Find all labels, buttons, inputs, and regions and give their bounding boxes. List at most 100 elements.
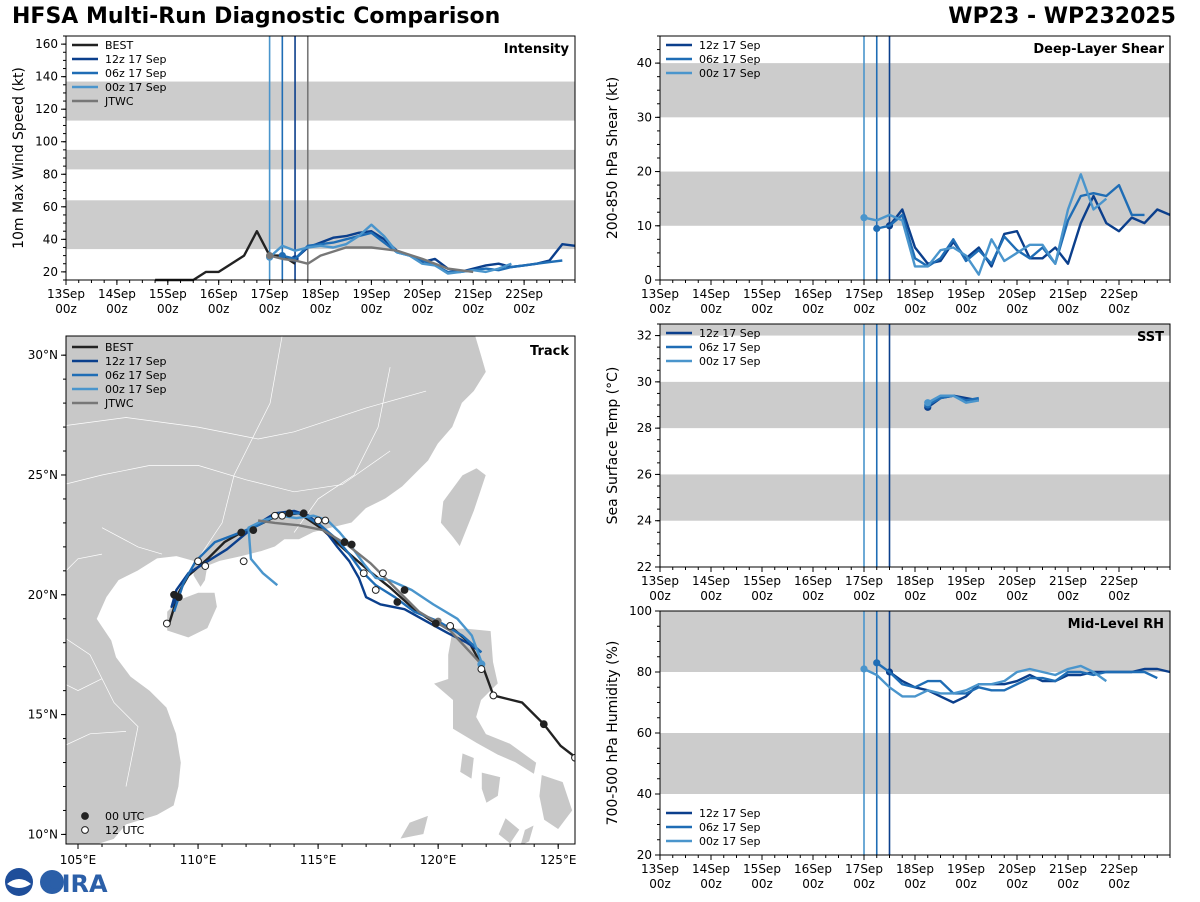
- best-marker-00utc: [249, 526, 258, 534]
- rh-series-06z-17-sep: [876, 661, 1158, 695]
- legend-label: 12z 17 Sep: [699, 807, 761, 820]
- x-tick-hour: 00z: [700, 589, 722, 603]
- x-tick-hour: 00z: [1006, 302, 1028, 316]
- threshold-band: [66, 200, 575, 250]
- best-marker-00utc: [285, 509, 294, 518]
- x-tick-date: 17Sep: [251, 287, 289, 301]
- province-border: [66, 450, 391, 493]
- lon-tick-label: 105°E: [60, 853, 97, 867]
- lon-tick-label: 125°E: [540, 853, 577, 867]
- x-tick-date: 21Sep: [1049, 287, 1087, 301]
- x-tick-date: 14Sep: [98, 287, 136, 301]
- best-marker-12utc: [278, 511, 286, 520]
- map-land: [66, 336, 575, 844]
- legend-label: JTWC: [104, 95, 134, 108]
- y-tick-label: 140: [35, 70, 58, 84]
- y-tick-label: 26: [637, 467, 652, 481]
- x-tick-date: 19Sep: [947, 862, 985, 876]
- intensity-series-jtwc: [269, 246, 474, 274]
- y-tick-label: 0: [644, 273, 652, 287]
- best-marker-12utc: [194, 557, 202, 566]
- x-tick-hour: 00z: [700, 877, 722, 891]
- x-tick-hour: 00z: [649, 589, 671, 603]
- shear-y-axis-label: 200-850 hPa Shear (kt): [605, 77, 621, 239]
- legend-label: 12z 17 Sep: [105, 53, 167, 66]
- x-tick-hour: 00z: [649, 877, 671, 891]
- x-tick-hour: 00z: [904, 589, 926, 603]
- y-tick-label: 40: [43, 232, 58, 246]
- x-tick-hour: 00z: [853, 589, 875, 603]
- legend-label: 06z 17 Sep: [699, 341, 761, 354]
- y-tick-label: 20: [637, 848, 652, 862]
- lat-tick-label: 20°N: [28, 588, 58, 602]
- x-tick-hour: 00z: [751, 302, 773, 316]
- best-marker-12utc: [162, 619, 171, 628]
- y-tick-label: 120: [35, 102, 58, 116]
- best-marker-00utc: [400, 586, 409, 594]
- x-tick-hour: 00z: [904, 302, 926, 316]
- cira-globe-icon: [40, 870, 64, 894]
- cira-logo: CIRA: [4, 866, 114, 902]
- shear-series-00z-17-sep: [863, 173, 1108, 276]
- legend-label: BEST: [105, 39, 133, 52]
- best-marker-12utc: [359, 569, 368, 578]
- x-tick-hour: 00z: [259, 302, 281, 316]
- y-tick-label: 100: [35, 135, 58, 149]
- mainland-asia: [66, 336, 487, 844]
- threshold-band: [66, 149, 575, 170]
- threshold-band: [660, 733, 1170, 794]
- y-tick-label: 40: [637, 787, 652, 801]
- x-tick-date: 18Sep: [896, 287, 934, 301]
- x-tick-date: 16Sep: [794, 287, 832, 301]
- track-panel: 105°E 110°E 115°E 120°E 125°E 10°N 15°N 20°N 25°…: [28, 335, 577, 867]
- x-tick-date: 13Sep: [47, 287, 85, 301]
- y-tick-label: 30: [637, 110, 652, 124]
- best-marker-12utc: [270, 511, 279, 520]
- x-tick-hour: 00z: [361, 302, 383, 316]
- rh-start-point: [873, 659, 881, 667]
- cira-logo-text: CIRA: [44, 870, 108, 898]
- x-tick-hour: 00z: [208, 302, 230, 316]
- border-china-vietnam: [101, 527, 163, 555]
- best-marker-00utc: [393, 598, 402, 606]
- x-tick-date: 22Sep: [1100, 862, 1138, 876]
- y-tick-label: 20: [637, 165, 652, 179]
- x-tick-date: 15Sep: [743, 862, 781, 876]
- legend-label: 00z 17 Sep: [105, 81, 167, 94]
- x-tick-date: 13Sep: [641, 862, 679, 876]
- x-tick-date: 20Sep: [998, 574, 1036, 588]
- intensity-series-06z-17-sep: [282, 231, 563, 274]
- province-border: [66, 553, 103, 572]
- y-tick-label: 100: [629, 604, 652, 618]
- x-tick-hour: 00z: [853, 302, 875, 316]
- x-tick-date: 17Sep: [845, 574, 883, 588]
- threshold-band: [660, 474, 1170, 521]
- legend-label: 06z 17 Sep: [105, 369, 167, 382]
- shear-series-06z-17-sep: [876, 183, 1145, 268]
- legend-label: 12z 17 Sep: [699, 327, 761, 340]
- legend-label: JTWC: [104, 397, 134, 410]
- x-tick-hour: 00z: [751, 877, 773, 891]
- x-tick-hour: 00z: [1108, 302, 1130, 316]
- y-tick-label: 24: [637, 514, 652, 528]
- province-border: [66, 390, 427, 440]
- x-tick-hour: 00z: [853, 877, 875, 891]
- taiwan-island: [440, 467, 487, 548]
- y-tick-label: 20: [43, 265, 58, 279]
- shear-start-point: [873, 224, 881, 233]
- x-tick-date: 15Sep: [743, 574, 781, 588]
- luzon-island: [432, 627, 538, 776]
- x-tick-date: 16Sep: [200, 287, 238, 301]
- x-tick-hour: 00z: [700, 302, 722, 316]
- x-tick-date: 21Sep: [1049, 862, 1087, 876]
- border-vietnam-laos: [66, 638, 139, 787]
- x-tick-hour: 00z: [1006, 589, 1028, 603]
- intensity-panel-title: Intensity: [504, 42, 570, 57]
- x-tick-hour: 00z: [802, 302, 824, 316]
- x-tick-hour: 00z: [955, 877, 977, 891]
- x-tick-hour: 00z: [955, 589, 977, 603]
- threshold-band: [660, 324, 1170, 336]
- shear-panel-title: Deep-Layer Shear: [1033, 42, 1164, 57]
- threshold-band: [660, 63, 1170, 118]
- y-tick-label: 30: [637, 375, 652, 389]
